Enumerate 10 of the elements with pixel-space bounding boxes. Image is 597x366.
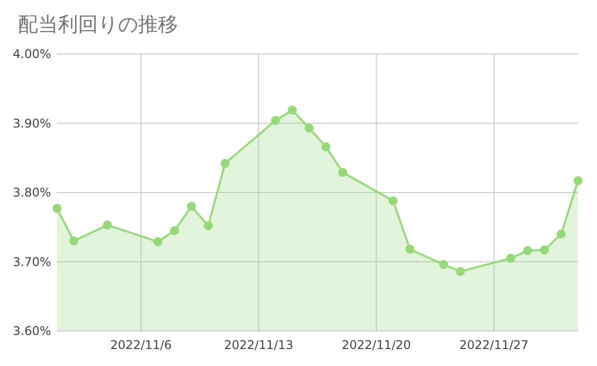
ytick: 3.90% [12, 116, 51, 130]
ytick: 3.70% [12, 254, 51, 269]
xtick: 2022/11/27 [459, 338, 529, 352]
title: 配当利回りの推移 [18, 12, 178, 36]
xtick: 2022/11/6 [110, 338, 172, 352]
xtick: 2022/11/13 [224, 338, 294, 352]
ytick: 3.60% [12, 324, 51, 338]
ytick: 4.00% [12, 47, 51, 61]
ytick: 3.80% [12, 186, 51, 200]
xtick: 2022/11/20 [342, 338, 411, 352]
